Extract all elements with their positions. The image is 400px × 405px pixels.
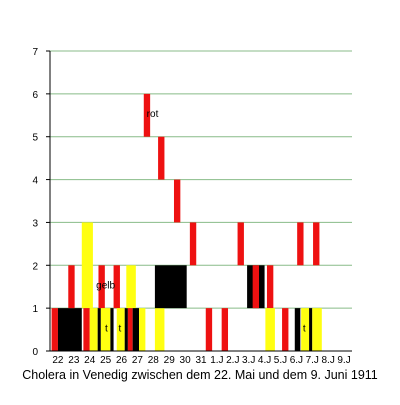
bar-block-schwarz	[124, 308, 128, 351]
y-tick-label: 0	[32, 347, 38, 358]
y-tick-label: 7	[32, 47, 38, 58]
x-tick-label: 29	[164, 355, 176, 366]
x-tick-label: 8.J	[321, 355, 334, 366]
bar-block-gelb	[100, 308, 111, 351]
y-tick-label: 4	[32, 176, 38, 187]
x-tick-label: 27	[132, 355, 144, 366]
x-tick-label: 31	[195, 355, 207, 366]
bar-block-gelb	[265, 308, 275, 351]
y-tick-label: 1	[32, 304, 38, 315]
x-tick-label: 26	[116, 355, 128, 366]
chart-title: Cholera in Venedig zwischen dem 22. Mai …	[22, 368, 378, 382]
bar-block-rot	[173, 179, 181, 223]
x-tick-label: 23	[68, 355, 80, 366]
bar-block-rot	[158, 136, 165, 180]
bar-block-rot	[143, 93, 151, 137]
x-tick-label: 24	[84, 355, 96, 366]
y-tick-label: 5	[32, 133, 38, 144]
grid-layer	[50, 50, 352, 309]
bar-block-rot	[127, 308, 133, 351]
bar-block-schwarz	[154, 265, 187, 309]
bar-block-schwarz	[309, 308, 313, 351]
bar-block-rot	[297, 222, 304, 266]
x-tick-label: 25	[100, 355, 112, 366]
x-tick-label: 7.J	[306, 355, 319, 366]
annotation-label: gelb	[96, 281, 115, 292]
bar-block-rot	[282, 308, 289, 351]
bar-block-gelb	[154, 308, 165, 351]
x-tick-label: 2.J	[226, 355, 239, 366]
bar-block-gelb	[116, 308, 125, 351]
x-tick-label: 30	[180, 355, 192, 366]
annotation-label: rot	[147, 109, 159, 120]
x-tick-label: 5.J	[274, 355, 287, 366]
y-tick-label: 2	[32, 261, 38, 272]
bar-block-rot	[205, 308, 213, 351]
x-tick-label: 22	[52, 355, 64, 366]
x-tick-label: 9.J	[337, 355, 350, 366]
bar-block-rot	[51, 308, 58, 351]
x-tick-label: 4.J	[258, 355, 271, 366]
bar-block-rot	[221, 308, 229, 351]
bar-block-gelb	[301, 308, 310, 351]
bar-block-gelb	[126, 265, 136, 309]
x-tick-label: 6.J	[290, 355, 303, 366]
x-tick-label: 3.J	[242, 355, 255, 366]
bar-block-schwarz	[57, 308, 82, 351]
bar-block-schwarz	[110, 308, 114, 351]
bar-block-schwarz	[97, 308, 101, 351]
y-tick-label: 6	[32, 90, 38, 101]
annotation-label: t	[105, 323, 108, 334]
x-tick-label: 1.J	[210, 355, 223, 366]
y-tick-label: 3	[32, 218, 38, 229]
annotation-label: t	[119, 323, 122, 334]
bar-block-schwarz	[132, 308, 140, 351]
bar-block-gelb	[81, 222, 93, 309]
bar-block-rot	[189, 222, 197, 266]
bar-block-schwarz	[294, 308, 301, 351]
bar-block-gelb	[89, 308, 98, 351]
bar-block-rot	[237, 222, 244, 266]
bar-block-gelb	[139, 308, 146, 351]
bar-block-rot	[313, 222, 320, 266]
bar-block-rot	[83, 308, 90, 351]
bar-block-gelb	[312, 308, 322, 351]
bar-block-rot	[266, 265, 274, 309]
x-tick-label: 28	[148, 355, 160, 366]
bar-block-rot	[98, 265, 105, 309]
annotation-label: t	[303, 323, 306, 334]
bar-block-rot	[113, 265, 120, 309]
bar-block-rot	[68, 265, 75, 309]
bar-block-rot	[252, 265, 260, 309]
bars-layer	[51, 93, 322, 351]
